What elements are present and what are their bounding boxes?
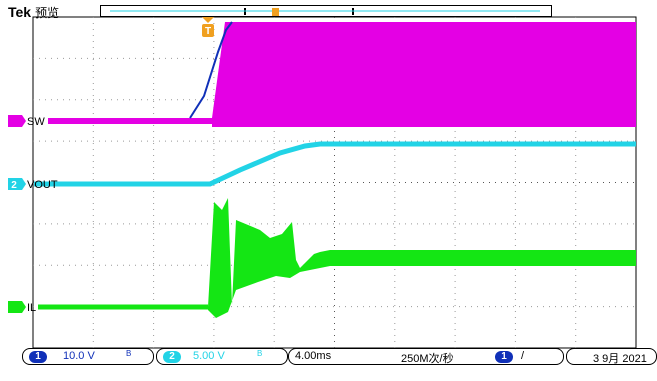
- trigger-slope-icon: /: [521, 350, 525, 362]
- horizontal-readout[interactable]: 4.00ms 250M次/秒 1 /: [288, 348, 564, 365]
- record-trigger-marker: [272, 8, 279, 16]
- acquisition-mode: 预览: [35, 6, 60, 20]
- il-waveform: [38, 198, 636, 318]
- channel1-bandwidth-icon: B: [126, 349, 132, 358]
- channel2-scale: 5.00 V: [193, 350, 225, 362]
- record-window: [110, 8, 540, 15]
- il-channel-label: IL: [27, 302, 36, 314]
- vout-channel-label: VOUT: [27, 179, 58, 191]
- trigger-source-badge: 1: [495, 351, 513, 363]
- channel2-readout[interactable]: 2 5.00 V B: [156, 348, 288, 365]
- vout-waveform: [34, 141, 636, 187]
- date-readout: 3 9月 2021: [566, 348, 657, 365]
- sw-channel-label: SW: [27, 116, 45, 128]
- record-length-bar[interactable]: [100, 5, 552, 17]
- channel1-scale: 10.0 V: [63, 350, 95, 362]
- vout-channel-number: 2: [11, 180, 17, 191]
- trigger-position-marker[interactable]: T: [202, 17, 214, 37]
- channel1-readout[interactable]: 1 10.0 V B: [22, 348, 154, 365]
- vout-channel-marker[interactable]: 2 VOUT: [8, 178, 58, 191]
- brand-logo: Tek: [8, 4, 32, 20]
- channel1-badge: 1: [29, 351, 47, 363]
- sample-rate: 250M次/秒: [401, 353, 454, 365]
- il-channel-marker[interactable]: IL: [8, 301, 36, 314]
- channel2-badge: 2: [163, 351, 181, 363]
- sw-waveform: [48, 21, 636, 127]
- sw-channel-marker[interactable]: SW: [8, 115, 45, 128]
- timebase: 4.00ms: [295, 350, 332, 362]
- status-bar: 1 10.0 V B 2 5.00 V B 4.00ms 250M次/秒 1 /…: [22, 348, 657, 381]
- trigger-marker-letter: T: [205, 26, 211, 37]
- channel2-bandwidth-icon: B: [257, 349, 263, 358]
- date: 3 9月 2021: [593, 353, 647, 365]
- brand-header: Tek 预览: [8, 4, 59, 21]
